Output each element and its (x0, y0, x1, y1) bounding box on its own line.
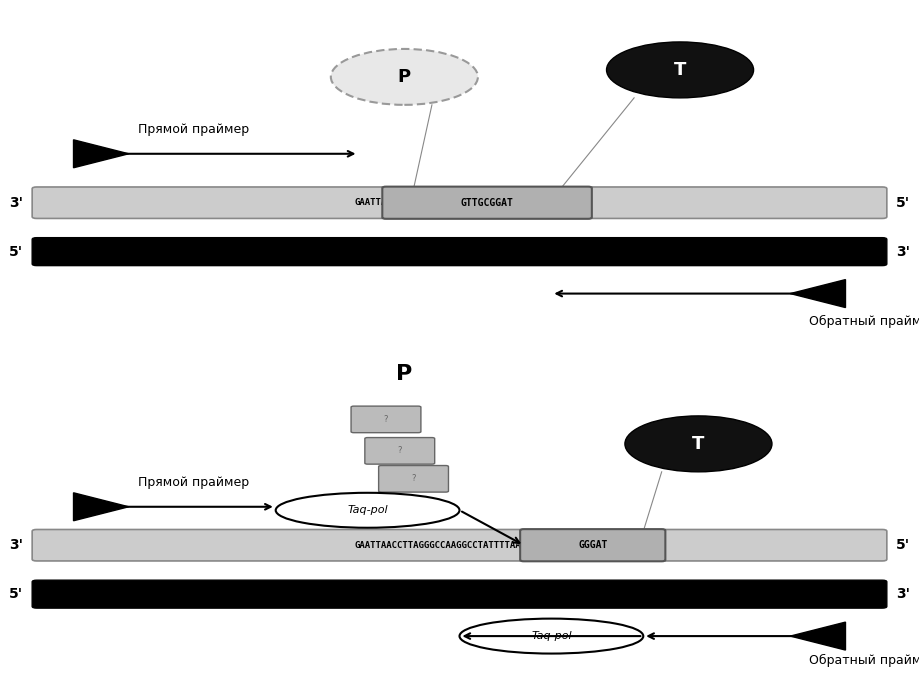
Text: ?: ? (412, 475, 415, 483)
FancyBboxPatch shape (32, 238, 887, 266)
Ellipse shape (460, 619, 643, 654)
FancyBboxPatch shape (379, 466, 448, 492)
Text: Обратный праймер: Обратный праймер (809, 654, 919, 667)
Text: Прямой праймер: Прямой праймер (138, 123, 249, 136)
Circle shape (625, 416, 772, 472)
FancyBboxPatch shape (32, 187, 887, 218)
Text: GAATTAACCTTAGGGCCAAGGCCTATTTTAATTCAATGC: GAATTAACCTTAGGGCCAAGGCCTATTTTAATTCAATGC (355, 199, 564, 207)
Text: GGGAT: GGGAT (578, 540, 607, 550)
Text: 3': 3' (9, 196, 23, 210)
Text: P: P (398, 68, 411, 86)
Polygon shape (74, 493, 129, 521)
Polygon shape (790, 280, 845, 308)
FancyBboxPatch shape (365, 438, 435, 464)
Text: GAATTAACCTTAGGGCCAAGGCCTATTTTAATTCAATGC: GAATTAACCTTAGGGCCAAGGCCTATTTTAATTCAATGC (355, 541, 564, 549)
Text: T: T (674, 61, 686, 79)
Text: 5': 5' (9, 245, 23, 259)
FancyBboxPatch shape (32, 580, 887, 608)
Text: Прямой праймер: Прямой праймер (138, 476, 249, 489)
Text: Обратный праймер: Обратный праймер (809, 315, 919, 328)
Text: ?: ? (398, 447, 402, 455)
Text: ?: ? (384, 415, 388, 424)
FancyBboxPatch shape (32, 530, 887, 561)
Text: 5': 5' (9, 587, 23, 601)
Text: Taq-pol: Taq-pol (347, 505, 388, 515)
Circle shape (331, 49, 478, 105)
Circle shape (607, 42, 754, 98)
FancyBboxPatch shape (520, 529, 665, 561)
Polygon shape (74, 140, 129, 168)
Text: 3': 3' (9, 538, 23, 552)
FancyBboxPatch shape (382, 187, 592, 219)
Text: 5': 5' (896, 538, 910, 552)
Polygon shape (790, 622, 845, 650)
Text: 3': 3' (896, 587, 910, 601)
Text: 5': 5' (896, 196, 910, 210)
Text: T: T (692, 435, 705, 453)
Ellipse shape (276, 493, 460, 528)
FancyBboxPatch shape (351, 406, 421, 433)
Text: Taq-pol: Taq-pol (531, 631, 572, 641)
Text: P: P (396, 364, 413, 384)
Text: 3': 3' (896, 245, 910, 259)
Text: GTTGCGGAT: GTTGCGGAT (460, 198, 514, 208)
